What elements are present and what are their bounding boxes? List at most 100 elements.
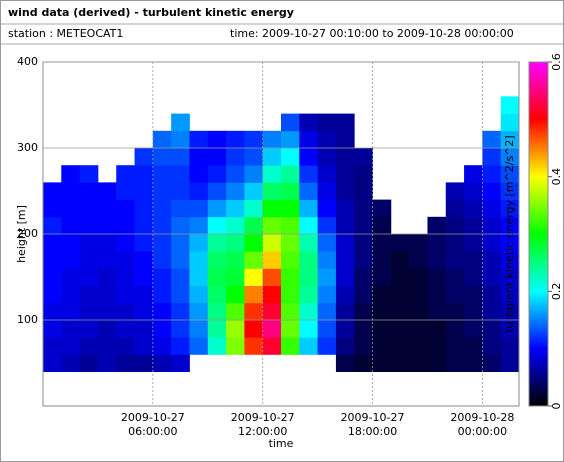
- heatmap-cell: [189, 130, 209, 149]
- heatmap-cell: [281, 251, 300, 269]
- heatmap-cell: [79, 302, 99, 321]
- heatmap-cell: [244, 216, 264, 235]
- heatmap-cell: [189, 182, 209, 200]
- heatmap-cell: [171, 354, 190, 372]
- heatmap-cell: [189, 268, 209, 286]
- heatmap-cell: [61, 251, 81, 269]
- x-tick-label: 2009-10-27 18:00:00: [341, 411, 405, 438]
- heatmap-cell: [482, 148, 502, 166]
- heatmap-cell: [427, 268, 447, 286]
- heatmap-cell: [299, 165, 319, 183]
- heatmap-cell: [482, 251, 502, 269]
- heatmap-cell: [97, 251, 117, 269]
- heatmap-cell: [500, 268, 520, 286]
- heatmap-cell: [116, 251, 135, 269]
- heatmap-cell: [61, 337, 81, 355]
- heatmap-cell: [189, 148, 209, 166]
- heatmap-cell: [226, 302, 245, 321]
- heatmap-cell: [244, 302, 264, 321]
- heatmap-cell: [317, 165, 337, 183]
- heatmap-cell: [299, 320, 319, 338]
- heatmap-cell: [335, 234, 355, 252]
- heatmap-cell: [244, 182, 264, 200]
- heatmap-cell: [482, 285, 502, 304]
- heatmap-cell: [390, 251, 410, 269]
- heatmap-cell: [427, 234, 447, 252]
- heatmap-cell: [152, 130, 172, 149]
- heatmap-cell: [299, 251, 319, 269]
- heatmap-cell: [226, 216, 245, 235]
- heatmap-cell: [43, 320, 62, 338]
- heatmap-cell: [79, 337, 99, 355]
- heatmap-cell: [299, 216, 319, 235]
- x-axis-label: time: [269, 437, 294, 450]
- heatmap-cell: [171, 268, 190, 286]
- heatmap-cell: [445, 268, 465, 286]
- heatmap-cell: [464, 285, 483, 304]
- heatmap-cell: [207, 148, 227, 166]
- heatmap-cell: [464, 182, 483, 200]
- heatmap-cell: [171, 234, 190, 252]
- heatmap-cell: [482, 268, 502, 286]
- heatmap-cell: [43, 337, 62, 355]
- heatmap-cell: [445, 234, 465, 252]
- heatmap-cell: [244, 148, 264, 166]
- heatmap-cell: [500, 234, 520, 252]
- heatmap-cell: [464, 251, 483, 269]
- heatmap-cell: [299, 337, 319, 355]
- heatmap-cell: [43, 234, 62, 252]
- heatmap-cell: [152, 165, 172, 183]
- heatmap-cell: [262, 234, 282, 252]
- heatmap-cell: [97, 320, 117, 338]
- heatmap-cell: [335, 113, 355, 132]
- heatmap-cell: [281, 302, 300, 321]
- heatmap-cell: [390, 320, 410, 338]
- heatmap-cell: [226, 251, 245, 269]
- heatmap-cell: [372, 251, 392, 269]
- heatmap-cell: [262, 216, 282, 235]
- colorbar-tick-label: 0.2: [550, 283, 563, 301]
- heatmap-cell: [445, 337, 465, 355]
- heatmap-cell: [244, 165, 264, 183]
- heatmap-cell: [372, 285, 392, 304]
- heatmap-cell: [134, 148, 154, 166]
- heatmap-cell: [354, 148, 373, 166]
- heatmap-cell: [97, 337, 117, 355]
- heatmap-cell: [152, 216, 172, 235]
- heatmap-cell: [335, 148, 355, 166]
- heatmap-cell: [226, 285, 245, 304]
- time-range: time: 2009-10-27 00:10:00 to 2009-10-28 …: [230, 27, 514, 40]
- heatmap-cell: [354, 268, 373, 286]
- heatmap-cell: [134, 337, 154, 355]
- heatmap-cell: [116, 182, 135, 200]
- heatmap-cell: [390, 354, 410, 372]
- heatmap-cell: [116, 285, 135, 304]
- heatmap-cell: [79, 165, 99, 183]
- heatmap-cell: [79, 199, 99, 218]
- heatmap-cell: [244, 285, 264, 304]
- heatmap-cell: [97, 354, 117, 372]
- heatmap-cell: [390, 337, 410, 355]
- heatmap-cell: [171, 148, 190, 166]
- heatmap-cell: [281, 320, 300, 338]
- heatmap-cell: [317, 130, 337, 149]
- colorbar: [528, 61, 549, 407]
- heatmap-cell: [97, 182, 117, 200]
- heatmap-cell: [134, 182, 154, 200]
- heatmap-cell: [390, 285, 410, 304]
- heatmap-cell: [207, 165, 227, 183]
- heatmap-cell: [500, 251, 520, 269]
- heatmap-cell: [61, 285, 81, 304]
- heatmap-cell: [445, 320, 465, 338]
- heatmap-cell: [262, 165, 282, 183]
- heatmap-cell: [482, 182, 502, 200]
- heatmap-cell: [500, 354, 520, 372]
- heatmap-cell: [262, 285, 282, 304]
- heatmap-cell: [299, 113, 319, 132]
- heatmap-cell: [134, 268, 154, 286]
- heatmap-cell: [335, 216, 355, 235]
- heatmap-cell: [97, 268, 117, 286]
- heatmap-cell: [500, 320, 520, 338]
- colorbar-tick-label: 0.4: [550, 168, 563, 186]
- heatmap-cell: [354, 165, 373, 183]
